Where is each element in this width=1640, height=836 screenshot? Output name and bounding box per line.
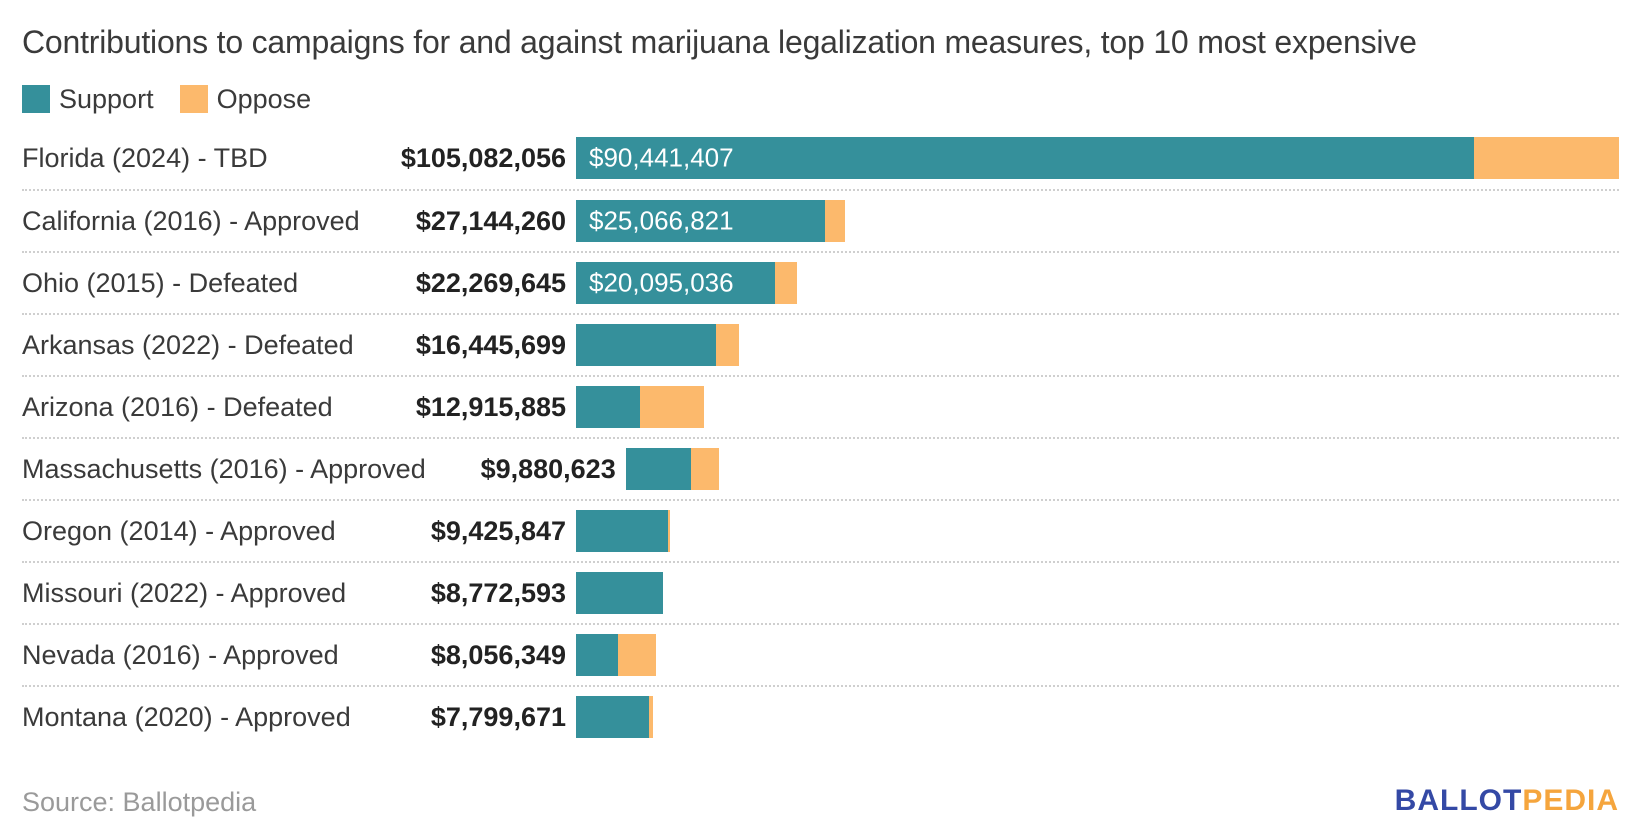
row-label: California (2016) - Approved: [22, 205, 360, 236]
oppose-swatch-icon: [179, 85, 208, 113]
bar-track: [576, 510, 1619, 552]
logo-ballot-text: BALLOT: [1394, 784, 1523, 817]
support-bar-segment: [576, 634, 618, 676]
stacked-bar: [576, 572, 664, 614]
stacked-bar: [576, 696, 654, 738]
legend-label-oppose: Oppose: [216, 83, 312, 114]
support-swatch-icon: [22, 85, 50, 113]
support-bar-segment: [576, 324, 716, 366]
support-bar-segment: [576, 262, 776, 304]
row-label: Ohio (2015) - Defeated: [22, 267, 299, 298]
row-total-value: $22,269,645: [415, 267, 566, 298]
support-bar-segment: [625, 448, 691, 490]
support-bar-segment: [576, 572, 664, 614]
oppose-bar-segment: [824, 200, 846, 242]
chart-row: Arkansas (2022) - Defeated $16,445,699: [22, 313, 1619, 375]
oppose-bar-segment: [690, 448, 720, 490]
row-total-value: $7,799,671: [430, 701, 566, 732]
support-value-label: $90,441,407: [589, 142, 734, 173]
oppose-bar-segment: [649, 696, 654, 738]
bar-track: [576, 324, 1619, 366]
chart-row: Oregon (2014) - Approved $9,425,847: [22, 499, 1619, 561]
chart-row: Florida (2024) - TBD $105,082,056 $90,441,…: [22, 127, 1619, 189]
stacked-bar: $20,095,036: [576, 262, 798, 304]
row-label: Nevada (2016) - Approved: [22, 639, 339, 670]
chart-row: Ohio (2015) - Defeated $22,269,645 $20,095…: [22, 251, 1619, 313]
bar-track: $25,066,821: [576, 200, 1619, 242]
oppose-bar-segment: [617, 634, 656, 676]
row-total-value: $12,915,885: [415, 391, 566, 422]
row-label: Missouri (2022) - Approved: [22, 577, 347, 608]
oppose-bar-segment: [775, 262, 798, 304]
stacked-bar: $25,066,821: [576, 200, 846, 242]
legend-item-support: Support: [22, 84, 154, 115]
row-label: Arizona (2016) - Defeated: [22, 391, 333, 422]
row-label: Oregon (2014) - Approved: [22, 515, 336, 546]
ballotpedia-logo: BALLOTPEDIA: [1395, 784, 1619, 818]
stacked-bar: [625, 448, 720, 490]
bar-track: [576, 386, 1619, 428]
bar-track: [625, 448, 1619, 490]
chart-row: Montana (2020) - Approved $7,799,671: [22, 685, 1619, 747]
oppose-bar-segment: [1473, 137, 1619, 179]
source-attribution: Source: Ballotpedia: [22, 787, 257, 817]
row-total-value: $27,144,260: [415, 205, 566, 236]
row-label: Florida (2024) - TBD: [22, 142, 268, 173]
row-total-value: $105,082,056: [400, 142, 566, 173]
chart-row: Massachusetts (2016) - Approved $9,880,62…: [22, 437, 1619, 499]
oppose-bar-segment: [715, 324, 740, 366]
stacked-bar: [576, 386, 705, 428]
row-total-value: $8,056,349: [430, 639, 566, 670]
row-label: Arkansas (2022) - Defeated: [22, 329, 354, 360]
logo-pedia-text: PEDIA: [1522, 784, 1619, 817]
bar-chart-rows: Florida (2024) - TBD $105,082,056 $90,441,…: [22, 127, 1619, 747]
bar-track: $20,095,036: [576, 262, 1619, 304]
legend-label-support: Support: [59, 83, 154, 114]
stacked-bar: [576, 324, 740, 366]
support-bar-segment: [576, 200, 825, 242]
bar-track: $90,441,407: [576, 137, 1619, 179]
support-bar-segment: [576, 386, 641, 428]
chart-row: Nevada (2016) - Approved $8,056,349: [22, 623, 1619, 685]
chart-row: California (2016) - Approved $27,144,260 $…: [22, 189, 1619, 251]
bar-track: [576, 696, 1619, 738]
bar-track: [576, 634, 1619, 676]
stacked-bar: $90,441,407: [576, 137, 1619, 179]
bar-track: [576, 572, 1619, 614]
footer: Source: Ballotpedia BALLOTPEDIA: [22, 784, 1619, 818]
row-label: Montana (2020) - Approved: [22, 701, 351, 732]
support-bar-segment: [576, 137, 1474, 179]
support-bar-segment: [576, 510, 668, 552]
stacked-bar: [576, 634, 656, 676]
chart-row: Arizona (2016) - Defeated $12,915,885: [22, 375, 1619, 437]
chart-row: Missouri (2022) - Approved $8,772,593: [22, 561, 1619, 623]
chart-title: Contributions to campaigns for and again…: [22, 24, 1417, 60]
oppose-bar-segment: [640, 386, 705, 428]
row-label: Massachusetts (2016) - Approved: [22, 453, 426, 484]
oppose-bar-segment: [667, 510, 670, 552]
legend-item-oppose: Oppose: [179, 83, 312, 115]
row-total-value: $8,772,593: [430, 577, 566, 608]
support-bar-segment: [576, 696, 650, 738]
row-total-value: $16,445,699: [415, 329, 566, 360]
row-total-value: $9,880,623: [480, 453, 616, 484]
support-value-label: $25,066,821: [589, 205, 734, 236]
row-total-value: $9,425,847: [430, 515, 566, 546]
support-value-label: $20,095,036: [589, 267, 734, 298]
stacked-bar: [576, 510, 670, 552]
legend: Support Oppose: [22, 84, 1619, 114]
